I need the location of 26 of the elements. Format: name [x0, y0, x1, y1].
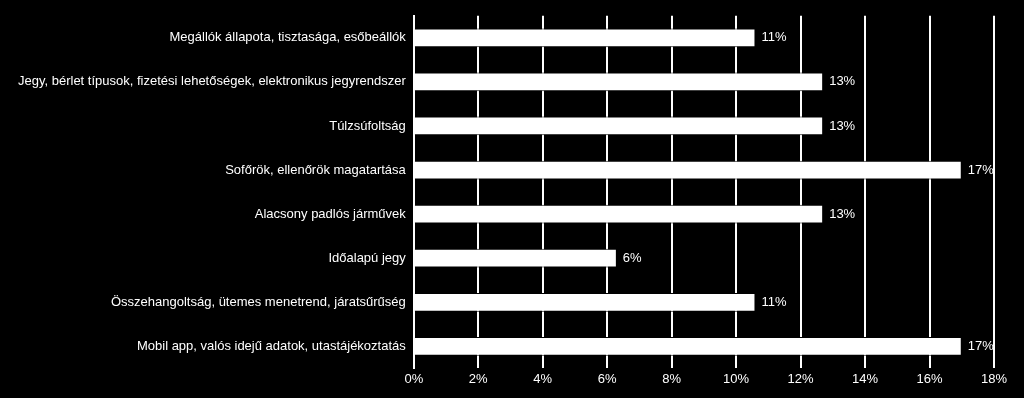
x-tick-label: 4%: [533, 370, 553, 386]
x-tick-label: 0%: [404, 370, 424, 386]
data-label: 13%: [829, 73, 856, 89]
x-tick-label: 12%: [787, 370, 815, 386]
data-label: 17%: [967, 337, 995, 353]
y-tick-label: Megállók állapota, tisztasága, esőbeállók: [169, 29, 407, 45]
y-tick-label: Összehangoltság, ütemes menetrend, járatsűrűség: [110, 293, 406, 309]
x-tick-label: 18%: [980, 370, 1008, 386]
data-label: 11%: [761, 293, 787, 309]
y-tick-label: Túlzsúfoltság: [329, 117, 406, 133]
data-label: 6%: [622, 249, 643, 265]
data-label: 17%: [967, 161, 995, 177]
x-tick-label: 2%: [468, 370, 489, 386]
data-label: 13%: [829, 117, 856, 133]
y-tick-label: Jegy, bérlet típusok, fizetési lehetőségek, elektronikus jegyrendszer: [17, 73, 407, 89]
x-tick-label: 14%: [852, 370, 879, 386]
y-tick-label: Időalapú jegy: [328, 249, 407, 265]
data-label: 11%: [761, 29, 787, 45]
y-tick-label: Sofőrök, ellenőrök magatartása: [225, 161, 407, 177]
y-tick-label: Alacsony padlós járművek: [254, 205, 407, 221]
x-tick-label: 16%: [916, 370, 943, 386]
data-label: 13%: [829, 205, 856, 221]
x-tick-label: 8%: [662, 370, 682, 386]
x-tick-label: 6%: [597, 370, 618, 386]
y-tick-label: Mobil app, valós idejű adatok, utastájékoztatás: [136, 337, 407, 353]
x-tick-label: 10%: [723, 370, 750, 386]
